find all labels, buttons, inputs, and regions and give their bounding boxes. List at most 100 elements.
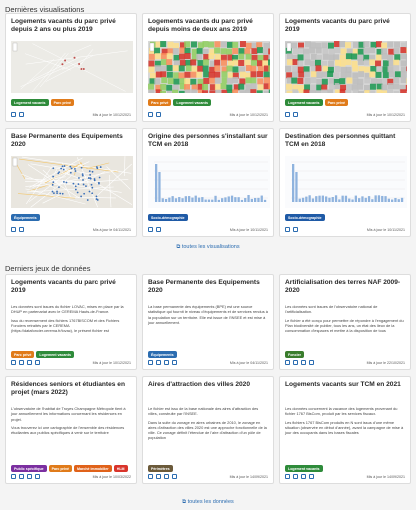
card[interactable]: Base Permanente des Equipements 2020 La b…	[142, 274, 274, 370]
icon[interactable]	[148, 360, 153, 365]
update-date: Mis à jour le 10/11/2021	[366, 227, 405, 232]
description: Le fichier a été conçu pour permettre de…	[285, 317, 404, 334]
description: Dans la suite du zonage en aires urbaine…	[148, 419, 267, 441]
tag[interactable]: Logement vacants	[285, 99, 323, 106]
card[interactable]: Aires d'attraction des villes 2020 Le fic…	[142, 376, 274, 484]
icon[interactable]	[148, 227, 153, 232]
tag[interactable]: Logement vacants	[11, 99, 49, 106]
card[interactable]: Artificialisation des terres NAF 2009-20…	[279, 274, 411, 370]
icon[interactable]	[309, 360, 314, 365]
icon[interactable]	[11, 112, 16, 117]
icon[interactable]	[293, 227, 298, 232]
tag[interactable]: Équipements	[148, 351, 177, 358]
card[interactable]: Base Permanente des Equipements 2020 Équi…	[5, 128, 137, 237]
icon[interactable]	[293, 112, 298, 117]
card[interactable]: Origine des personnes s'installant sur T…	[142, 128, 274, 237]
tag[interactable]: Public spécifique	[11, 465, 47, 472]
icon[interactable]	[285, 360, 290, 365]
icon[interactable]	[293, 474, 298, 479]
icon[interactable]	[19, 227, 24, 232]
tag[interactable]: Parc privé	[50, 99, 74, 106]
icon[interactable]	[164, 360, 169, 365]
card-title[interactable]: Logements vacants sur TCM en 2021	[285, 381, 401, 388]
icon[interactable]	[27, 360, 32, 365]
icons	[285, 227, 298, 232]
card-title[interactable]: Aires d'attraction des villes 2020	[148, 381, 250, 388]
tag[interactable]: Logement vacants	[36, 351, 74, 358]
card-title[interactable]: Logements vacants du parc privé 2019	[285, 18, 390, 33]
tag[interactable]: Marché immobilier	[73, 465, 112, 472]
icon[interactable]	[285, 474, 290, 479]
icon[interactable]	[148, 474, 153, 479]
icon[interactable]	[19, 474, 24, 479]
icon[interactable]	[156, 360, 161, 365]
card[interactable]: Logements vacants du parc privé depuis 2…	[5, 13, 137, 122]
icon[interactable]	[172, 474, 177, 479]
icon[interactable]	[156, 227, 161, 232]
icon[interactable]	[285, 112, 290, 117]
tag[interactable]: Foncier	[285, 351, 304, 358]
icon[interactable]	[301, 474, 306, 479]
icon[interactable]	[35, 474, 40, 479]
tag[interactable]: Logement vacants	[285, 465, 323, 472]
thumbnail[interactable]	[285, 41, 407, 93]
icon[interactable]	[11, 360, 16, 365]
card[interactable]: Résidences seniors et étudiantes en proj…	[5, 376, 137, 484]
thumbnail[interactable]	[148, 41, 270, 93]
thumbnail[interactable]	[285, 156, 407, 208]
card-title[interactable]: Base Permanente des Equipements 2020	[11, 133, 123, 148]
card[interactable]: Logements vacants du parc privé 2019 Loge…	[279, 13, 411, 122]
icon[interactable]	[27, 474, 32, 479]
tag[interactable]: Parc privé	[11, 351, 35, 358]
icon[interactable]	[301, 360, 306, 365]
icon[interactable]	[309, 474, 314, 479]
tag-list: Périmètres	[148, 465, 173, 472]
update-date: Mis à jour le 22/10/2021	[366, 360, 405, 365]
card[interactable]: Destination des personnes quittant TCM e…	[279, 128, 411, 237]
card-title[interactable]: Logements vacants du parc privé depuis 2…	[11, 18, 116, 33]
card-title[interactable]: Destination des personnes quittant TCM e…	[285, 133, 396, 148]
icon[interactable]	[156, 112, 161, 117]
card-grid: Logements vacants du parc privé 2019 Les …	[5, 274, 411, 484]
card-title[interactable]: Résidences seniors et étudiantes en proj…	[11, 381, 125, 396]
see-all-link[interactable]: ⧉ toutes les données	[182, 499, 234, 505]
thumbnail[interactable]	[11, 156, 133, 208]
card-title[interactable]: Logements vacants du parc privé depuis m…	[148, 18, 253, 33]
tag[interactable]: Parc privé	[48, 465, 72, 472]
icon[interactable]	[19, 112, 24, 117]
thumbnail[interactable]	[11, 41, 133, 93]
card[interactable]: Logements vacants du parc privé 2019 Les …	[5, 274, 137, 370]
card-title[interactable]: Origine des personnes s'installant sur T…	[148, 133, 268, 148]
tag[interactable]: Socio-démographie	[285, 214, 325, 221]
card-title[interactable]: Base Permanente des Equipements 2020	[148, 279, 260, 294]
icon[interactable]	[164, 474, 169, 479]
card[interactable]: Logements vacants du parc privé depuis m…	[142, 13, 274, 122]
icon[interactable]	[148, 112, 153, 117]
tag[interactable]: Périmètres	[148, 465, 173, 472]
icon[interactable]	[35, 360, 40, 365]
card-footer: Mis à jour le 10/11/2021	[285, 226, 405, 233]
card-title[interactable]: Logements vacants du parc privé 2019	[11, 279, 116, 294]
icon[interactable]	[285, 227, 290, 232]
icon[interactable]	[156, 474, 161, 479]
tag[interactable]: Équipements	[11, 214, 40, 221]
tag[interactable]: Parc privé	[148, 99, 172, 106]
icon[interactable]	[11, 474, 16, 479]
card-footer: Mis à jour le 10/11/2021	[148, 226, 268, 233]
icon[interactable]	[19, 360, 24, 365]
icon[interactable]	[293, 360, 298, 365]
icon[interactable]	[11, 227, 16, 232]
card[interactable]: Logements vacants sur TCM en 2021 Les don…	[279, 376, 411, 484]
icons	[148, 227, 161, 232]
see-all-link[interactable]: ⧉ toutes les visualisations	[176, 244, 240, 250]
tag[interactable]: Logement vacants	[173, 99, 211, 106]
tag[interactable]: HLM	[113, 465, 128, 472]
icon[interactable]	[172, 360, 177, 365]
card-title[interactable]: Artificialisation des terres NAF 2009-20…	[285, 279, 401, 294]
card-grid: Logements vacants du parc privé depuis 2…	[5, 13, 411, 237]
tag[interactable]: Socio-démographie	[148, 214, 188, 221]
card-footer: Mis à jour le 10/12/2021	[285, 111, 405, 118]
tag[interactable]: Parc privé	[324, 99, 348, 106]
thumbnail[interactable]	[148, 156, 270, 208]
icons	[11, 360, 40, 365]
